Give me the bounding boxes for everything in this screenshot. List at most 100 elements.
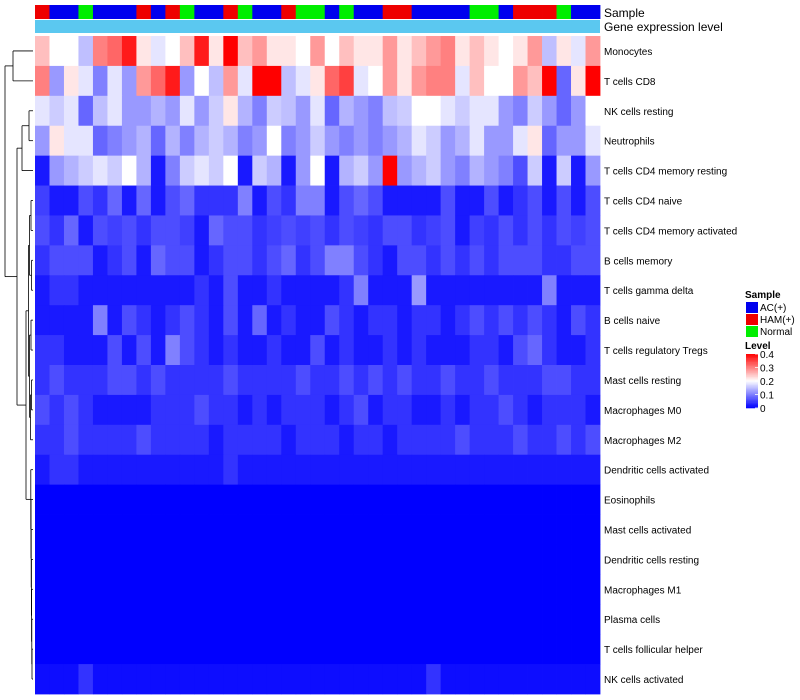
row-label: Mast cells resting — [604, 376, 681, 387]
heatmap-cell — [223, 95, 239, 127]
heatmap-cell — [324, 574, 340, 605]
sample-track-cell — [194, 5, 210, 19]
heatmap-cell — [295, 215, 311, 246]
heatmap-cell — [527, 544, 543, 575]
heatmap-cell — [455, 664, 471, 695]
heatmap-cell — [121, 125, 137, 157]
heatmap-cell — [281, 574, 297, 605]
heatmap-cell — [165, 454, 181, 486]
heatmap-cell — [121, 514, 137, 545]
heatmap-cell — [397, 634, 413, 665]
heatmap-cell — [136, 514, 152, 545]
heatmap-cell — [542, 544, 557, 575]
heatmap-cell — [440, 95, 456, 127]
heatmap-cell — [324, 36, 340, 67]
heatmap-cell — [107, 394, 123, 426]
heatmap-cell — [78, 335, 94, 366]
heatmap-cell — [121, 365, 137, 396]
heatmap-cell — [571, 514, 586, 545]
heatmap-cell — [353, 424, 369, 456]
heatmap-cell — [295, 155, 311, 186]
heatmap-cell — [107, 305, 123, 336]
heatmap-cell — [179, 65, 195, 97]
level-colorbar-segment — [746, 403, 758, 406]
heatmap-cell — [498, 125, 514, 157]
heatmap-cell — [237, 305, 253, 336]
sample-track-cell — [542, 5, 557, 19]
heatmap-cell — [281, 185, 297, 216]
heatmap-cell — [542, 664, 557, 695]
level-colorbar-segment — [746, 399, 758, 402]
heatmap-cell — [411, 514, 427, 545]
heatmap-cell — [426, 424, 442, 456]
heatmap-cell — [440, 275, 456, 306]
heatmap-cell — [411, 305, 427, 336]
heatmap-cell — [208, 185, 224, 216]
heatmap-cell — [179, 275, 195, 306]
heatmap-cell — [179, 424, 195, 456]
heatmap-cell — [281, 424, 297, 456]
level-colorbar-segment — [746, 375, 758, 378]
heatmap-cell — [324, 215, 340, 246]
heatmap-cell — [63, 365, 79, 396]
heatmap-cell — [295, 245, 311, 276]
heatmap-cell — [107, 424, 123, 456]
heatmap-cell — [542, 574, 557, 605]
heatmap-cell — [353, 335, 369, 366]
heatmap-cell — [179, 155, 195, 186]
heatmap-cell — [281, 155, 297, 186]
heatmap-cell — [455, 544, 471, 575]
heatmap-cell — [426, 65, 442, 97]
heatmap-cell — [353, 544, 369, 575]
heatmap-cell — [426, 394, 442, 426]
heatmap-cell — [498, 95, 514, 127]
level-colorbar-segment — [746, 379, 758, 382]
heatmap-cell — [585, 394, 601, 426]
heatmap-cell — [353, 664, 369, 695]
heatmap-cell — [295, 125, 311, 157]
heatmap-cell — [165, 65, 181, 97]
heatmap-cell — [237, 36, 253, 67]
heatmap-cell — [527, 604, 543, 635]
heatmap-cell — [527, 245, 543, 276]
heatmap-cell — [266, 305, 282, 336]
heatmap-cell — [571, 185, 586, 216]
heatmap-cell — [92, 424, 108, 456]
heatmap-cell — [469, 65, 485, 97]
heatmap-cell — [527, 215, 543, 246]
heatmap-cell — [208, 574, 224, 605]
heatmap-cell — [571, 365, 586, 396]
heatmap-cell — [194, 95, 210, 127]
heatmap-cell — [78, 365, 94, 396]
heatmap-cell — [368, 305, 384, 336]
heatmap-cell — [498, 604, 514, 635]
heatmap-cell — [469, 95, 485, 127]
heatmap-cell — [542, 305, 557, 336]
sample-track-cell — [556, 5, 572, 19]
heatmap-cell — [35, 365, 50, 396]
heatmap-cell — [484, 454, 499, 486]
heatmap-cell — [513, 335, 528, 366]
heatmap-cell — [310, 245, 326, 276]
heatmap-cell — [469, 484, 485, 515]
heatmap-cell — [324, 95, 340, 127]
heatmap-cell — [455, 604, 471, 635]
heatmap-cell — [107, 275, 123, 306]
heatmap-cell — [310, 454, 326, 486]
heatmap-cell — [78, 634, 94, 665]
heatmap-cell — [498, 664, 514, 695]
heatmap-cell — [353, 454, 369, 486]
heatmap-cell — [78, 305, 94, 336]
heatmap-cell — [324, 604, 340, 635]
heatmap-cell — [150, 394, 166, 426]
heatmap-cell — [426, 95, 442, 127]
sample-track-cell — [121, 5, 137, 19]
sample-track-cell — [252, 5, 268, 19]
heatmap-cell — [382, 664, 398, 695]
heatmap-cell — [339, 185, 355, 216]
heatmap-cell — [121, 634, 137, 665]
heatmap-cell — [426, 484, 442, 515]
heatmap-cell — [179, 245, 195, 276]
heatmap-cell — [49, 215, 65, 246]
heatmap-cell — [513, 604, 528, 635]
